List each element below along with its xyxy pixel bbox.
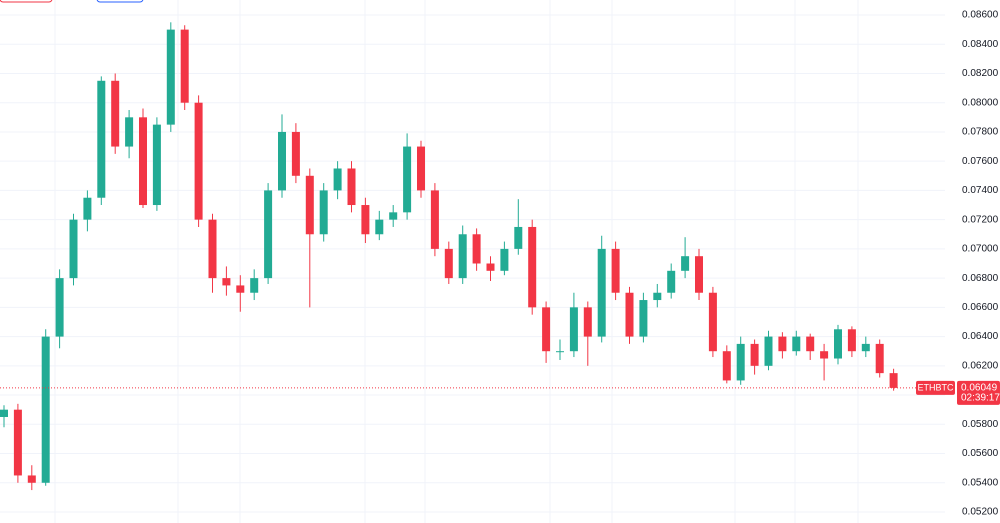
candle-body <box>55 278 64 337</box>
y-tick-label: 0.07400 <box>962 185 999 196</box>
candle-body <box>139 117 147 206</box>
candle-body <box>472 234 481 264</box>
y-tick-label: 0.08000 <box>962 97 999 108</box>
candle-body <box>264 190 273 279</box>
candle-body <box>806 336 815 352</box>
y-tick-label: 0.06400 <box>962 331 999 342</box>
y-tick-label: 0.05200 <box>962 507 999 518</box>
candle-body <box>847 329 856 352</box>
candle-body <box>792 336 801 352</box>
candle-body <box>486 263 495 271</box>
candle-body <box>152 124 161 206</box>
candle-body <box>722 351 731 381</box>
candle-body <box>208 219 217 279</box>
candle-body <box>0 409 8 417</box>
candle-body <box>653 292 662 301</box>
candle-body <box>681 256 690 271</box>
candle-body <box>305 175 314 235</box>
candle-body <box>166 29 175 125</box>
candle-body <box>194 102 203 220</box>
candle-body <box>403 146 412 213</box>
candle-body <box>708 292 717 352</box>
y-tick-label: 0.06200 <box>962 360 999 371</box>
candle-body <box>250 278 259 293</box>
candle-body <box>278 131 286 191</box>
candle-body <box>111 80 120 147</box>
candle-body <box>27 475 36 483</box>
symbol-label: ETHBTC <box>918 382 955 392</box>
candle-body <box>597 248 606 337</box>
candle-body <box>639 300 648 337</box>
candle-body <box>444 248 453 279</box>
candle-body <box>125 117 134 147</box>
price-badge <box>957 380 1000 405</box>
candle-body <box>764 336 773 366</box>
countdown-label: 02:39:17 <box>961 393 1000 404</box>
candle-body <box>583 307 592 337</box>
candle-body <box>834 329 842 359</box>
y-tick-label: 0.06800 <box>962 273 999 284</box>
last-price-label: 0.06049 <box>961 383 998 394</box>
candle-body <box>695 256 703 293</box>
candle-body <box>556 351 564 353</box>
candle-body <box>417 146 425 191</box>
candle-body <box>778 336 787 352</box>
candle-body <box>458 234 467 279</box>
candle-body <box>889 373 898 388</box>
candle-body <box>319 190 328 235</box>
candle-body <box>291 131 300 176</box>
candle-body <box>41 336 50 483</box>
candle-body <box>514 226 523 249</box>
candle-body <box>569 307 578 352</box>
candle-body <box>347 168 356 206</box>
vertical-grid <box>54 0 859 523</box>
candle-body <box>69 219 78 279</box>
y-tick-label: 0.05800 <box>962 419 999 430</box>
y-tick-label: 0.08400 <box>962 39 999 50</box>
candle-body <box>667 270 676 293</box>
y-tick-label: 0.08200 <box>962 68 999 79</box>
candle-body <box>611 248 620 293</box>
candle-body <box>389 212 398 220</box>
candle-body <box>625 292 634 337</box>
candle-body <box>430 190 439 249</box>
y-tick-label: 0.07600 <box>962 156 999 167</box>
candle-body <box>875 343 884 374</box>
candle-body <box>83 197 92 220</box>
candle-body <box>333 168 342 191</box>
candle-body <box>97 80 106 198</box>
candle-body <box>180 29 189 103</box>
candle-body <box>375 219 384 235</box>
candle-body <box>361 205 370 235</box>
candle-body <box>861 343 870 352</box>
candle-body <box>542 307 551 352</box>
candle-body <box>820 351 829 359</box>
y-tick-label: 0.07200 <box>962 214 999 225</box>
toolbar-button[interactable] <box>96 0 144 3</box>
candle-body <box>750 343 759 366</box>
candle-body <box>13 409 22 476</box>
candle-body <box>500 248 509 271</box>
candle-body <box>528 226 537 308</box>
y-tick-label: 0.05600 <box>962 448 999 459</box>
toolbar-button[interactable] <box>0 0 53 3</box>
candle-body <box>222 278 231 286</box>
y-tick-label: 0.05400 <box>962 477 999 488</box>
symbol-badge <box>916 380 955 395</box>
y-tick-label: 0.07800 <box>962 127 999 138</box>
candle-body <box>736 343 745 381</box>
y-tick-label: 0.06600 <box>962 302 999 313</box>
y-tick-label: 0.08600 <box>962 10 999 21</box>
candle-body <box>236 285 245 293</box>
y-tick-label: 0.07000 <box>962 244 999 255</box>
